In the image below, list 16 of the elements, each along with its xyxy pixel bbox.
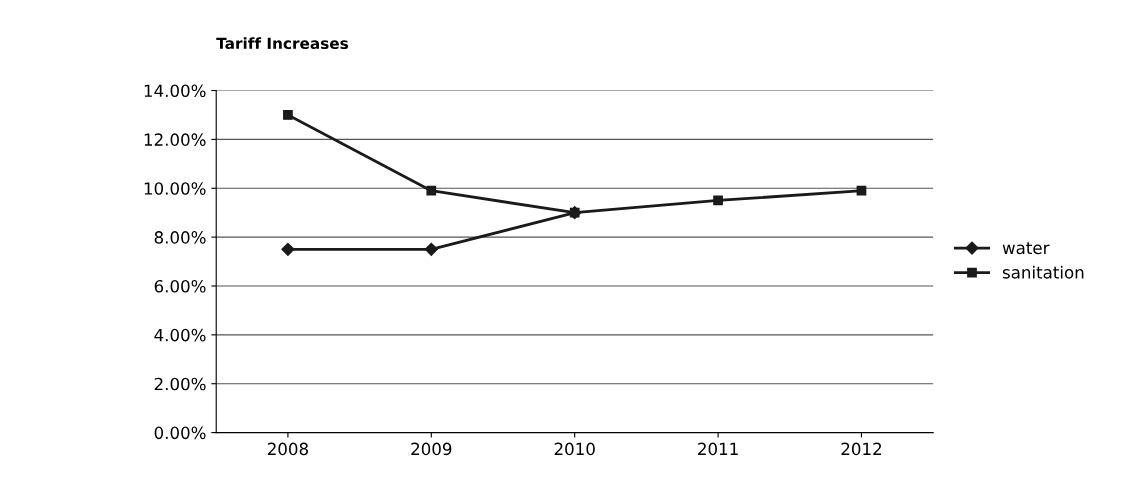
legend-label: water [1002, 242, 1050, 255]
y-tick-label: 4.00% [154, 328, 206, 342]
y-tick-label: 2.00% [154, 377, 206, 391]
y-tick-label: 12.00% [144, 133, 206, 146]
legend-label: sanitation [1002, 265, 1084, 279]
y-tick-label: 8.00% [154, 231, 206, 244]
x-tick-label: 2011 [698, 442, 738, 456]
y-tick-label: 14.00% [144, 84, 206, 98]
x-tick-label: 2010 [554, 442, 595, 456]
y-tick-label: 6.00% [154, 279, 206, 293]
x-tick-label: 2008 [267, 442, 308, 456]
x-tick-label: 2009 [411, 442, 452, 456]
y-tick-label: 10.00% [144, 182, 206, 195]
chart-title: Tariff Increases [216, 37, 349, 50]
x-tick-label: 2012 [841, 442, 881, 456]
y-tick-label: 0.00% [154, 426, 206, 440]
